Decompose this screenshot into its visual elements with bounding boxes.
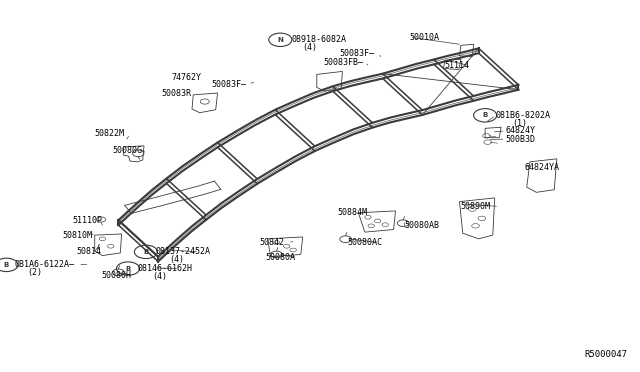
Text: 50080H: 50080H [101, 271, 131, 280]
Text: 50083FB–: 50083FB– [323, 58, 364, 67]
Text: B: B [125, 266, 131, 272]
Text: 50080G: 50080G [112, 146, 142, 155]
Text: 08918-6082A: 08918-6082A [291, 35, 346, 44]
Text: 51114: 51114 [445, 61, 470, 70]
Text: 50842: 50842 [259, 238, 284, 247]
Text: (1): (1) [512, 119, 527, 128]
Text: 50080AB: 50080AB [404, 221, 440, 230]
Text: 50083R: 50083R [161, 89, 191, 98]
Text: 50080A: 50080A [266, 253, 296, 262]
Text: B: B [483, 112, 488, 118]
Text: (4): (4) [302, 43, 317, 52]
Text: 08137-2452A: 08137-2452A [156, 247, 211, 256]
Text: 64824Y: 64824Y [506, 126, 536, 135]
Text: 50822M: 50822M [95, 129, 125, 138]
Text: (2): (2) [27, 268, 42, 277]
Text: B: B [4, 262, 9, 268]
Text: N: N [277, 37, 284, 43]
Text: R5000047: R5000047 [584, 350, 627, 359]
Text: 50080AC: 50080AC [348, 238, 383, 247]
Text: 0B1A6-6122A–: 0B1A6-6122A– [14, 260, 74, 269]
Text: 50884M: 50884M [337, 208, 367, 217]
Text: (4): (4) [170, 255, 184, 264]
Text: 081B6-8202A: 081B6-8202A [496, 111, 551, 120]
Text: 50010A: 50010A [410, 33, 440, 42]
Text: 50814: 50814 [77, 247, 102, 256]
Text: 50810M: 50810M [63, 231, 93, 240]
Text: 08146-6162H: 08146-6162H [138, 264, 193, 273]
Text: (4): (4) [152, 272, 167, 281]
Text: B: B [143, 249, 148, 255]
Text: 51110P: 51110P [72, 216, 102, 225]
Text: 64824YA: 64824YA [525, 163, 560, 172]
Text: 50890M: 50890M [461, 202, 491, 211]
Text: 50083F–: 50083F– [339, 49, 374, 58]
Text: 50083F–: 50083F– [211, 80, 246, 89]
Text: 74762Y: 74762Y [172, 73, 202, 81]
Text: 500B3D: 500B3D [506, 135, 536, 144]
